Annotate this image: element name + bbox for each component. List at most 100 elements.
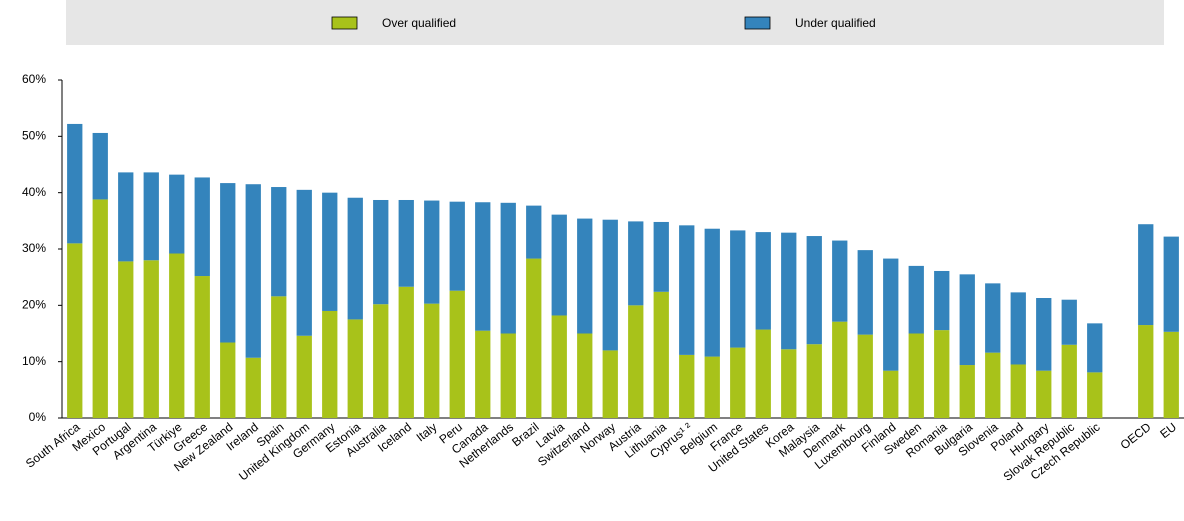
bar-segment [296,335,312,418]
bar-segment [883,370,899,418]
bar-segment [551,214,567,316]
legend-label: Under qualified [795,16,876,30]
bar-segment [679,354,695,418]
bar-segment [169,174,185,254]
bar-segment [67,123,83,244]
bar-segment [169,253,185,418]
bar-segment [934,330,950,418]
bar-segment [118,172,134,262]
legend-swatch [331,16,358,30]
bar-segment [781,232,797,350]
bar-segment [653,221,669,292]
bar-segment [526,205,542,259]
bar-segment [373,304,389,418]
x-tick-label: Italy [414,420,440,445]
bar-segment [857,250,873,335]
bar-segment [781,349,797,418]
bar-segment [1010,292,1026,365]
bar-segment [322,192,338,311]
y-tick-label: 60% [22,72,46,86]
bar-segment [245,184,261,358]
bar-segment [679,225,695,355]
legend-background [66,0,1164,45]
bar-segment [1087,323,1103,373]
bar-segment [806,236,822,345]
bar-segment [322,310,338,418]
bar-segment [1061,299,1077,345]
bar-segment [704,228,720,357]
bar-segment [755,329,771,418]
bar-segment [985,283,1001,353]
bar-segment [424,303,440,418]
bar-segment [475,202,491,331]
bar-segment [92,132,108,200]
bar-segment [67,243,83,418]
bar-segment [704,356,720,418]
bar-segment [143,260,159,418]
bar-segment [602,219,618,351]
bar-segment [194,276,210,418]
bar-segment [959,274,975,366]
bar-segment [577,218,593,334]
bar-segment [500,202,516,334]
bar-segment [857,334,873,418]
bar-segment [398,199,414,287]
legend-swatch [744,16,771,30]
bar-segment [1163,331,1179,418]
bar-segment [730,347,746,418]
bar-segment [271,187,287,297]
y-tick-label: 40% [22,185,46,199]
y-tick-label: 20% [22,298,46,312]
bar-segment [373,199,389,305]
bar-segment [908,333,924,418]
bar-segment [653,291,669,418]
bar-segment [220,342,236,418]
bar-segment [730,230,746,348]
bar-segment [500,333,516,418]
bar-segment [92,199,108,418]
x-tick-label: OECD [1118,420,1154,453]
bar-segment [347,319,363,418]
bar-segment [908,265,924,334]
bar-segment [1061,344,1077,418]
bar-segment [449,290,465,418]
bar-segment [985,352,1001,418]
legend-label: Over qualified [382,16,456,30]
bar-segment [424,200,440,304]
y-tick-label: 30% [22,241,46,255]
bar-segment [959,365,975,418]
bar-segment [118,261,134,418]
bar-segment [551,315,567,418]
bar-segment [1036,370,1052,418]
bar-segment [194,177,210,277]
bar-segment [347,197,363,320]
bar-segment [832,321,848,418]
y-tick-label: 10% [22,354,46,368]
x-tick-label: EU [1157,420,1179,441]
bar-segment [245,357,261,418]
bar-segment [577,333,593,418]
bar-segment [1087,372,1103,418]
bar-segment [475,330,491,418]
bar-segment [526,258,542,418]
bar-segment [398,286,414,418]
bar-segment [449,201,465,291]
bar-segment [1010,364,1026,418]
bar-segment [628,305,644,418]
bar-segment [1036,298,1052,371]
bar-segment [296,189,312,336]
bar-segment [1138,224,1154,326]
bar-segment [628,221,644,306]
bar-segment [220,183,236,343]
bar-segment [806,344,822,418]
bar-segment [143,172,159,261]
bar-segment [832,240,848,322]
bar-segment [934,270,950,331]
bar-segment [755,232,771,330]
bar-segment [1138,325,1154,418]
y-tick-label: 0% [29,410,47,424]
bar-segment [271,296,287,418]
bar-segment [602,350,618,418]
bar-segment [1163,236,1179,332]
